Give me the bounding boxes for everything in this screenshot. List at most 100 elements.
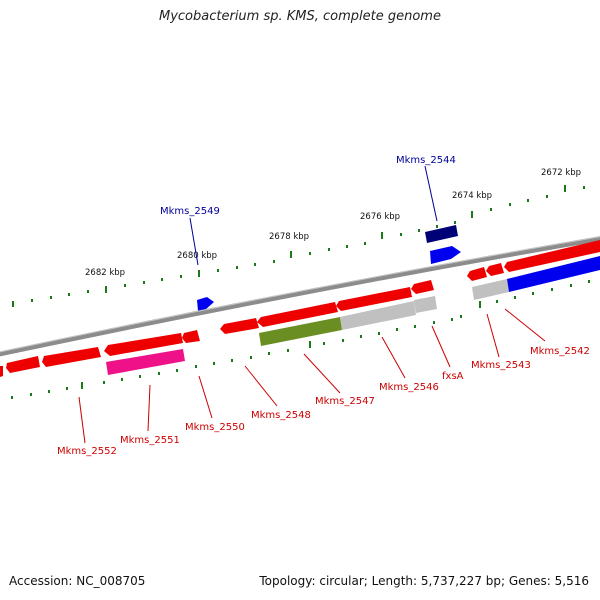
tick-mark xyxy=(414,325,416,328)
label-mkms-2542: Mkms_2542 xyxy=(530,346,590,357)
gene-mkms-2551 xyxy=(106,349,185,375)
tick-mark xyxy=(364,242,366,245)
tick-mark xyxy=(231,359,233,362)
tick-mark xyxy=(161,278,163,281)
tick-mark xyxy=(11,396,13,399)
tick-mark xyxy=(564,185,566,192)
label-mkms-2543: Mkms_2543 xyxy=(471,360,531,371)
tick-mark xyxy=(451,318,453,321)
tick-mark xyxy=(496,300,498,303)
tick-mark xyxy=(490,208,492,211)
gene-segment xyxy=(6,356,40,373)
tick-label-2678: 2678 kbp xyxy=(269,232,309,242)
tick-mark xyxy=(527,199,529,202)
tick-mark xyxy=(396,328,398,331)
gene-mkms-2544-b xyxy=(430,246,461,264)
genome-backbone xyxy=(0,236,600,357)
gene-fxsA xyxy=(411,280,434,294)
gene-segment xyxy=(0,366,3,377)
tick-label-2676: 2676 kbp xyxy=(360,212,400,222)
tick-mark xyxy=(309,252,311,255)
tick-mark xyxy=(213,362,215,365)
label-mkms-2544: Mkms_2544 xyxy=(396,155,456,166)
tick-mark xyxy=(588,280,590,283)
tick-label-2674: 2674 kbp xyxy=(452,191,492,201)
tick-mark xyxy=(290,251,292,258)
tick-mark xyxy=(273,260,275,263)
tick-mark xyxy=(66,387,68,390)
tick-mark xyxy=(287,349,289,352)
leader-mkms-2547 xyxy=(303,353,341,394)
tick-mark xyxy=(471,211,473,218)
leader-mkms-2552 xyxy=(78,396,86,444)
leader-mkms-2546 xyxy=(381,336,406,379)
tick-mark xyxy=(532,292,534,295)
gene-mkms-2548 xyxy=(220,318,259,334)
gene-mkms-2544 xyxy=(425,225,458,243)
tick-mark xyxy=(400,233,402,236)
outer-strand-genes xyxy=(197,225,461,311)
leader-mkms-2543 xyxy=(486,313,500,358)
tick-mark xyxy=(460,315,462,318)
label-fxsA: fxsA xyxy=(442,371,464,382)
tick-mark xyxy=(514,296,516,299)
gene-segment xyxy=(257,302,338,327)
gene-mkms-2552 xyxy=(42,347,101,367)
tick-mark xyxy=(198,270,200,277)
leader-mkms-2548 xyxy=(244,365,278,407)
tick-mark xyxy=(217,269,219,272)
gene-mkms-2547 xyxy=(259,317,342,346)
label-mkms-2547: Mkms_2547 xyxy=(315,396,375,407)
tick-mark xyxy=(433,321,435,324)
tick-label-2680: 2680 kbp xyxy=(177,251,217,261)
tick-mark xyxy=(103,381,105,384)
tick-mark xyxy=(418,229,420,232)
tick-mark xyxy=(378,332,380,335)
tick-label-2682: 2682 kbp xyxy=(85,268,125,278)
tick-mark xyxy=(360,335,362,338)
tick-mark xyxy=(346,245,348,248)
leader-mkms-2544 xyxy=(424,165,438,222)
gene-mkms-2546 xyxy=(336,287,412,311)
tick-mark xyxy=(254,263,256,266)
label-mkms-2552: Mkms_2552 xyxy=(57,446,117,457)
inner-tick-row xyxy=(11,280,590,399)
tick-mark xyxy=(323,342,325,345)
tick-mark xyxy=(309,341,311,348)
tick-mark xyxy=(454,221,456,224)
tick-mark xyxy=(176,369,178,372)
tick-mark xyxy=(195,365,197,368)
tick-mark xyxy=(158,372,160,375)
gene-mkms-2549 xyxy=(197,297,214,311)
genome-summary-text: Topology: circular; Length: 5,737,227 bp… xyxy=(259,574,589,588)
inner-strand-genes xyxy=(0,240,600,377)
tick-mark xyxy=(48,390,50,393)
tick-mark xyxy=(328,248,330,251)
tick-mark xyxy=(139,375,141,378)
leader-mkms-2549 xyxy=(189,217,199,266)
tick-mark xyxy=(381,232,383,239)
tick-mark xyxy=(124,284,126,287)
gene-fxsA-grey xyxy=(414,296,437,313)
tick-mark xyxy=(87,290,89,293)
outer-tick-row xyxy=(12,185,585,307)
label-mkms-2546: Mkms_2546 xyxy=(379,382,439,393)
tick-mark xyxy=(121,378,123,381)
tick-mark xyxy=(30,393,32,396)
tick-mark xyxy=(250,356,252,359)
gene-mkms-2543-grey xyxy=(472,279,509,300)
gene-segment xyxy=(104,333,183,356)
gene-mkms-2550 xyxy=(182,330,200,343)
tick-mark xyxy=(105,286,107,293)
tick-mark xyxy=(479,301,481,308)
label-mkms-2548: Mkms_2548 xyxy=(251,410,311,421)
tick-mark xyxy=(236,266,238,269)
gene-labels-outer: Mkms_2544 Mkms_2549 xyxy=(160,155,456,217)
leader-mkms-2542 xyxy=(504,308,546,342)
tick-labels: 2672 kbp 2674 kbp 2676 kbp 2678 kbp 2680… xyxy=(85,168,581,278)
leader-lines xyxy=(78,165,546,444)
leader-mkms-2551 xyxy=(147,384,151,432)
gene-mkms-2543 xyxy=(467,267,487,281)
gene-mkms-2542-blue xyxy=(507,256,600,292)
